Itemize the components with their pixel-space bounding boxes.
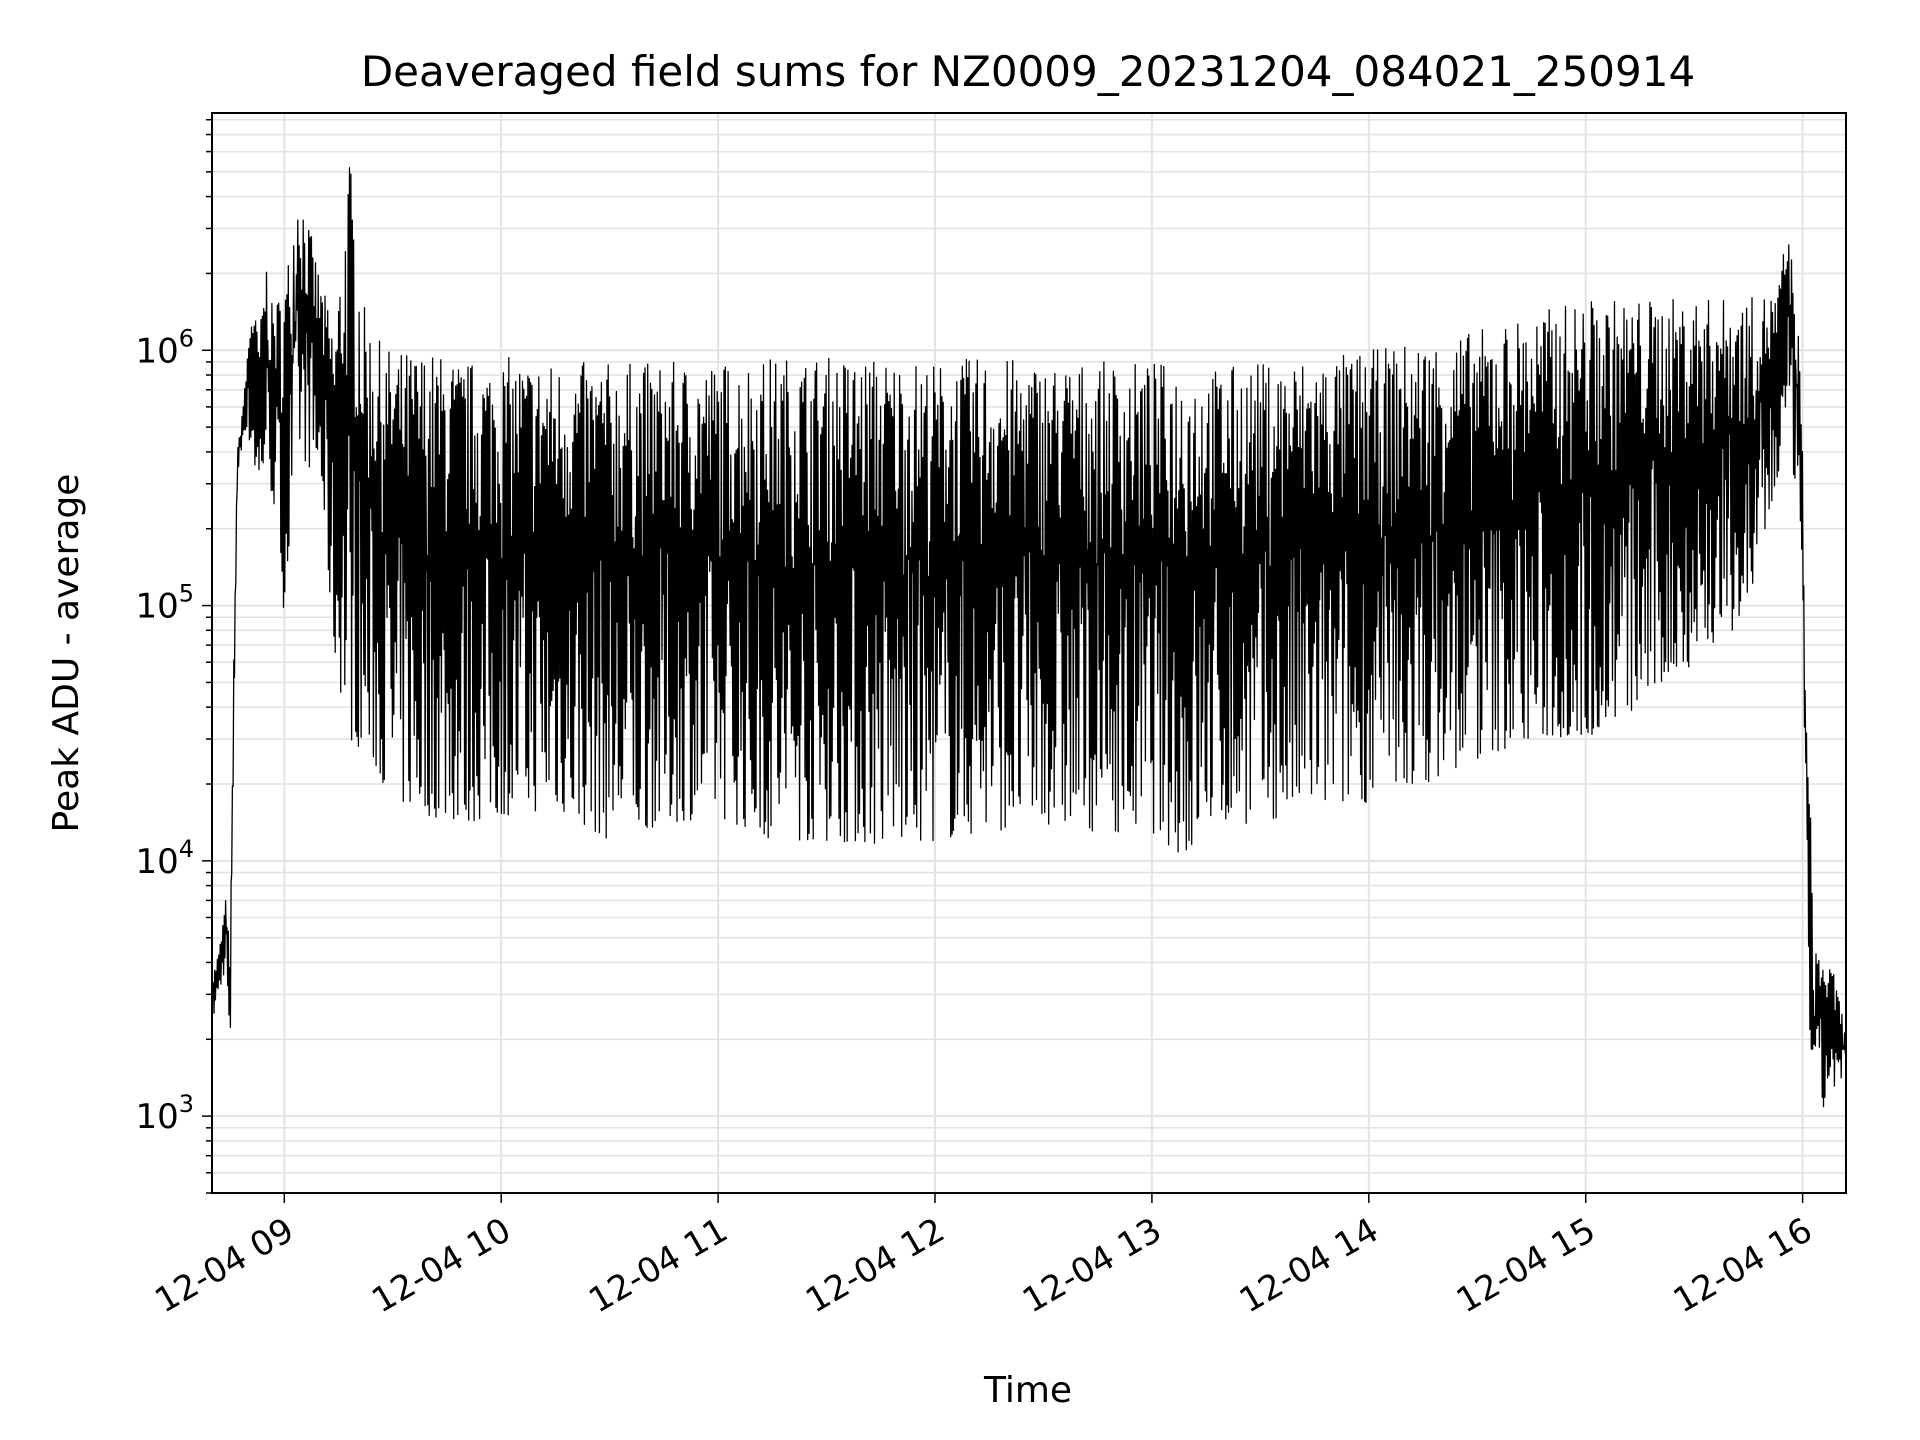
y-tick-label-base: 10	[135, 842, 178, 882]
y-tick-label: 105	[135, 580, 194, 627]
y-tick-label-exponent: 5	[179, 580, 194, 608]
series-line	[211, 167, 1847, 1108]
y-tick-label-base: 10	[135, 1097, 178, 1137]
y-tick-label: 104	[135, 835, 194, 882]
chart-title: Deaveraged field sums for NZ0009_2023120…	[361, 47, 1695, 96]
y-tick-label-base: 10	[135, 587, 178, 627]
x-axis-label: Time	[983, 1370, 1072, 1411]
y-tick-label-exponent: 3	[179, 1090, 194, 1118]
y-axis-label: Peak ADU - average	[46, 474, 87, 833]
y-tick-label-exponent: 6	[179, 324, 194, 352]
y-tick-label: 103	[135, 1090, 194, 1137]
y-tick-label: 106	[135, 324, 194, 371]
plot-frame	[211, 112, 1847, 1194]
y-tick-label-base: 10	[135, 331, 178, 371]
data-line	[211, 167, 1847, 1108]
y-tick-label-exponent: 4	[179, 835, 194, 863]
